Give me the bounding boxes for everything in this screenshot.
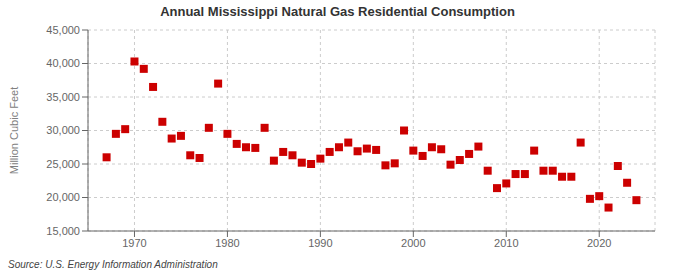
svg-text:35,000: 35,000	[46, 91, 80, 103]
svg-text:2020: 2020	[587, 237, 611, 249]
svg-text:2000: 2000	[401, 237, 425, 249]
svg-text:Million Cubic Feet: Million Cubic Feet	[8, 87, 20, 174]
svg-text:20,000: 20,000	[46, 191, 80, 203]
svg-text:1980: 1980	[215, 237, 239, 249]
svg-text:45,000: 45,000	[46, 24, 80, 36]
svg-text:40,000: 40,000	[46, 57, 80, 69]
svg-text:1970: 1970	[122, 237, 146, 249]
html-text:Annual Mississippi Natural Gas: Annual Mississippi Natural Gas Residenti…	[160, 4, 515, 19]
svg-text:1990: 1990	[308, 237, 332, 249]
svg-text:2010: 2010	[494, 237, 518, 249]
svg-text:30,000: 30,000	[46, 124, 80, 136]
html-text:Source: U.S. Energy Informatio: Source: U.S. Energy Information Administ…	[8, 259, 218, 270]
svg-text:25,000: 25,000	[46, 158, 80, 170]
svg-text:15,000: 15,000	[46, 225, 80, 237]
